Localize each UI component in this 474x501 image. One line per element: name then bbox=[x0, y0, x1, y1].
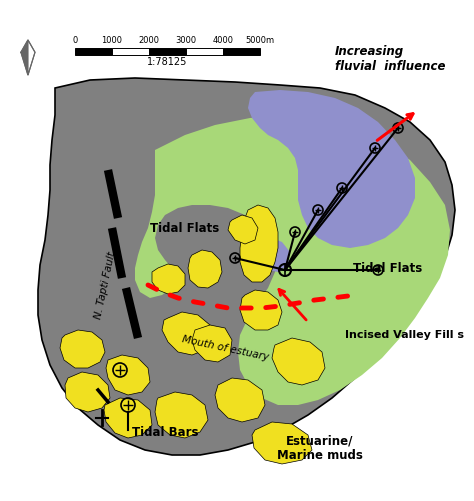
Polygon shape bbox=[162, 312, 212, 355]
Polygon shape bbox=[192, 325, 232, 362]
Text: Mouth of estuary: Mouth of estuary bbox=[181, 334, 269, 362]
Text: Tidal Flats: Tidal Flats bbox=[150, 221, 219, 234]
Bar bbox=[112, 48, 149, 55]
Text: 4000: 4000 bbox=[212, 36, 234, 45]
Text: Increasing
fluvial  influence: Increasing fluvial influence bbox=[335, 45, 446, 73]
Text: Tidal Bars: Tidal Bars bbox=[132, 425, 198, 438]
Polygon shape bbox=[248, 90, 415, 248]
Bar bbox=[75, 48, 112, 55]
Polygon shape bbox=[252, 422, 312, 464]
Polygon shape bbox=[65, 372, 110, 412]
Polygon shape bbox=[104, 398, 152, 438]
Polygon shape bbox=[135, 115, 450, 405]
Polygon shape bbox=[272, 338, 325, 385]
Text: Tidal Flats: Tidal Flats bbox=[354, 262, 423, 275]
Polygon shape bbox=[152, 264, 185, 294]
Polygon shape bbox=[258, 238, 290, 272]
Polygon shape bbox=[240, 205, 278, 282]
Text: 2000: 2000 bbox=[138, 36, 159, 45]
Polygon shape bbox=[60, 330, 105, 368]
Text: 5000m: 5000m bbox=[246, 36, 274, 45]
Polygon shape bbox=[188, 250, 222, 288]
Bar bbox=[223, 48, 260, 55]
Text: 1:78125: 1:78125 bbox=[147, 57, 188, 67]
Polygon shape bbox=[240, 290, 282, 330]
Polygon shape bbox=[38, 78, 455, 455]
Polygon shape bbox=[215, 378, 265, 422]
Text: 0: 0 bbox=[73, 36, 78, 45]
Bar bbox=[186, 48, 223, 55]
Text: 1000: 1000 bbox=[101, 36, 122, 45]
Polygon shape bbox=[228, 215, 258, 244]
Polygon shape bbox=[155, 392, 208, 438]
Polygon shape bbox=[28, 40, 35, 75]
Text: Estuarine/
Marine muds: Estuarine/ Marine muds bbox=[277, 434, 363, 462]
Polygon shape bbox=[106, 355, 150, 395]
Text: 3000: 3000 bbox=[175, 36, 197, 45]
Bar bbox=[149, 48, 186, 55]
Text: Incised Valley Fill s: Incised Valley Fill s bbox=[345, 330, 464, 340]
Polygon shape bbox=[21, 40, 28, 75]
Text: N. Tapti Fault: N. Tapti Fault bbox=[93, 250, 117, 320]
